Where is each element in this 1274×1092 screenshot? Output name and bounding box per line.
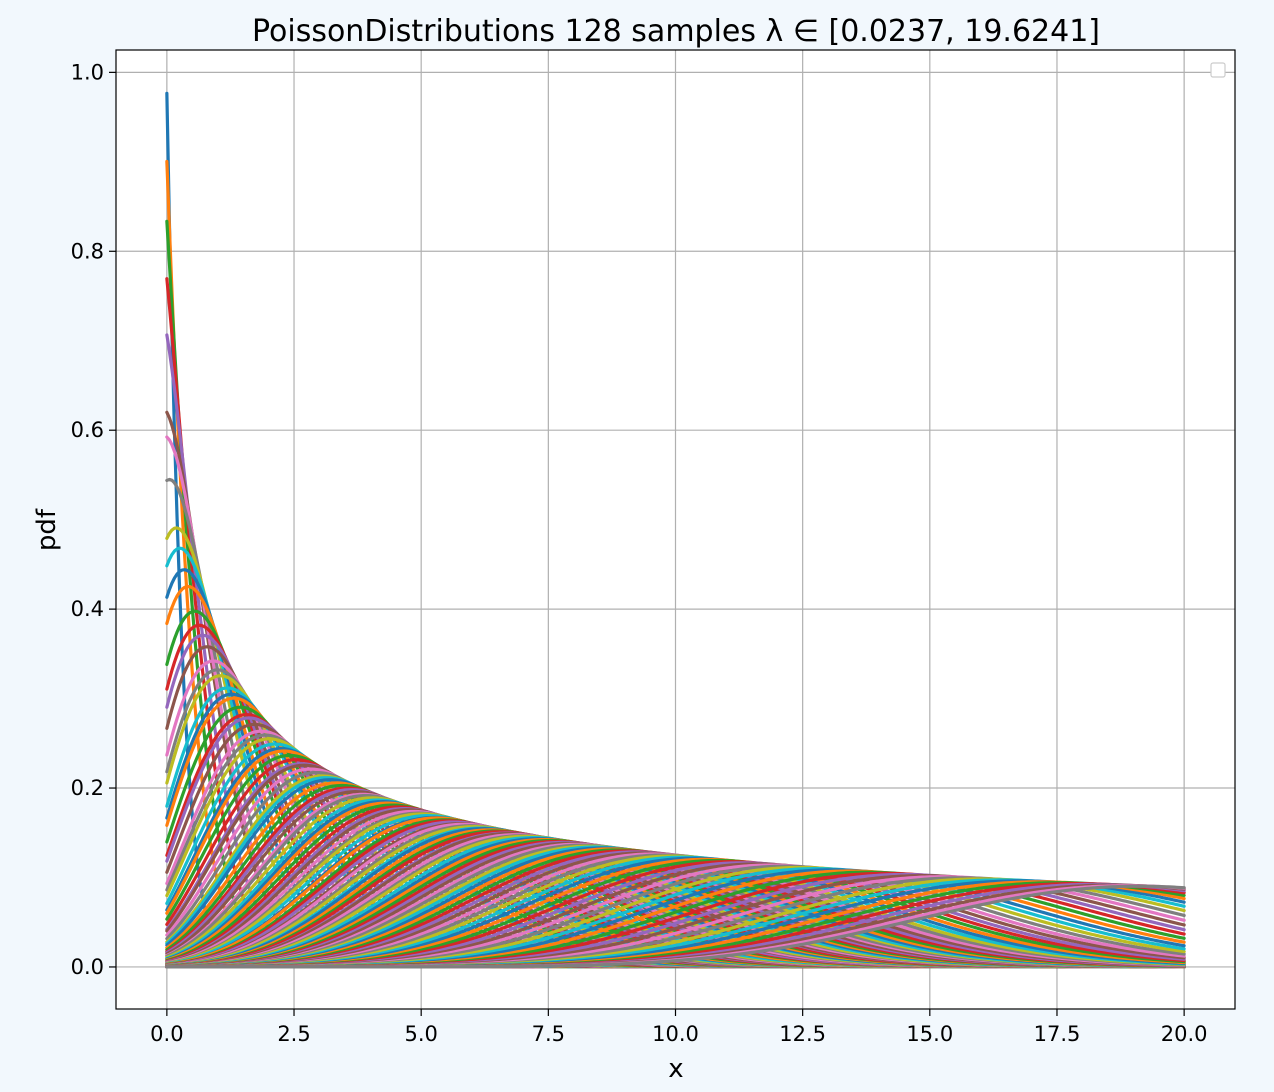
series-layer xyxy=(165,91,1186,969)
x-tick-label: 7.5 xyxy=(532,1022,565,1046)
series-line xyxy=(165,884,1186,969)
x-tick-label: 5.0 xyxy=(404,1022,437,1046)
legend-box xyxy=(1210,62,1226,78)
x-axis-label: x xyxy=(668,1054,683,1084)
y-tick-label: 0.2 xyxy=(71,776,104,800)
x-tick-label: 0.0 xyxy=(150,1022,183,1046)
x-tick-label: 17.5 xyxy=(1034,1022,1081,1046)
tick-layer: 0.0 2.5 5.0 7.5 10.0 12.5 15.0 17.5 20.0 0.0 0.2 0.… xyxy=(71,60,1208,1046)
y-axis-label: pdf xyxy=(32,508,62,551)
x-tick-label: 2.5 xyxy=(277,1022,310,1046)
x-tick-label: 12.5 xyxy=(779,1022,826,1046)
y-tick-label: 1.0 xyxy=(71,60,104,84)
x-tick-label: 20.0 xyxy=(1161,1022,1208,1046)
x-tick-label: 15.0 xyxy=(906,1022,953,1046)
y-tick-label: 0.8 xyxy=(71,239,104,263)
y-tick-label: 0.0 xyxy=(71,955,104,979)
y-tick-label: 0.6 xyxy=(71,418,104,442)
x-tick-label: 10.0 xyxy=(652,1022,699,1046)
y-tick-label: 0.4 xyxy=(71,597,104,621)
grid-layer xyxy=(116,50,1235,1009)
chart-title: PoissonDistributions 128 samples λ ∈ [0.… xyxy=(252,14,1100,49)
